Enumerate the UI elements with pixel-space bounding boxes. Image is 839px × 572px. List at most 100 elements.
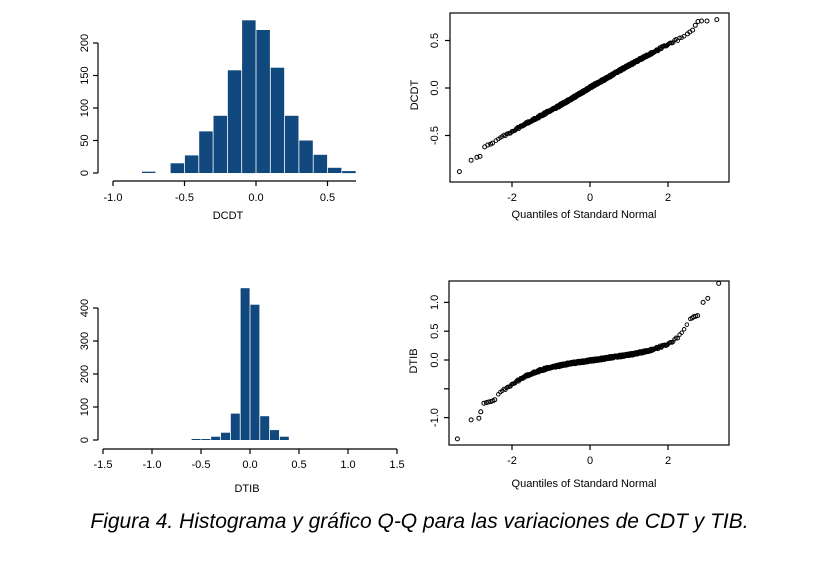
x-tick-label: 1.5 [389, 459, 404, 471]
x-tick-label: 0.0 [242, 459, 257, 471]
histogram-bar [170, 163, 185, 174]
y-tick-label: 200 [79, 365, 91, 383]
plot-box [448, 280, 730, 446]
histogram-bar [327, 167, 342, 173]
qq-outlier-point [468, 157, 474, 163]
x-tick-label: -2 [507, 192, 517, 204]
y-tick-label: 0.5 [429, 33, 441, 48]
y-tick-label: 300 [79, 332, 91, 350]
qq-outlier-point [483, 400, 489, 406]
qq-outlier-point [486, 399, 492, 405]
x-axis-title: Quantiles of Standard Normal [512, 209, 657, 221]
x-axis-title: DCDT [213, 210, 244, 222]
y-tick-label: 1.0 [429, 295, 441, 310]
x-tick-label: 2 [665, 192, 671, 204]
y-tick-label: 50 [79, 134, 91, 146]
histogram-bar [227, 70, 242, 173]
y-axis-title: DCDT [409, 79, 421, 110]
histogram-bar [211, 436, 221, 440]
x-tick-label: -2 [507, 455, 517, 467]
y-tick-label: 150 [79, 66, 91, 84]
qq-outlier-point [490, 140, 495, 146]
histogram-bar [201, 439, 211, 440]
x-axis-title: DTIB [234, 483, 259, 495]
qqplot-dtib-panel: -2 0 2 1.0 0.5 0.0 -1.0 Quantiles of Standard N… [408, 280, 730, 490]
qq-outlier-point [492, 397, 498, 403]
histogram-bar [191, 439, 201, 440]
histogram-bar [279, 436, 289, 440]
y-tick-label: 0.0 [429, 352, 441, 367]
y-tick-label: -0.5 [429, 126, 441, 145]
histogram-bar [142, 171, 156, 173]
y-tick-label: 100 [79, 99, 91, 117]
qq-outlier-point [692, 22, 698, 28]
x-tick-label: -0.5 [175, 192, 194, 204]
y-tick-label: 200 [79, 34, 91, 52]
qq-outlier-point [468, 417, 474, 423]
histogram-bar [199, 131, 213, 173]
qq-outlier-point [454, 436, 460, 442]
y-tick-label: 400 [79, 299, 91, 317]
qq-outlier-point [716, 280, 722, 286]
histogram-bar [242, 20, 256, 174]
qq-outlier-point [690, 27, 696, 33]
histogram-bar [240, 288, 250, 440]
x-tick-label: -1.5 [94, 459, 113, 471]
x-tick-label: 2 [665, 455, 671, 467]
plot-box [449, 12, 730, 183]
y-tick-label: -1.0 [429, 408, 441, 427]
histogram-bar [342, 171, 356, 174]
qq-outlier-point [481, 400, 487, 406]
x-tick-label: 0.0 [248, 192, 263, 204]
x-axis-title: Quantiles of Standard Normal [512, 478, 657, 490]
qqplot-dcdt-panel: -2 0 2 0.5 0.0 -0.5 Quantiles of Standard Norm… [409, 12, 730, 221]
histogram-dcdt-panel: 0 50 100 150 200 -1.0 -0.5 0.0 0.5 DCDT [79, 20, 356, 222]
histogram-bar [221, 432, 230, 440]
histogram-bar [260, 416, 270, 440]
qq-outlier-point [456, 169, 462, 175]
y-tick-label: 0.0 [429, 80, 441, 95]
qq-point [496, 392, 501, 397]
qq-outlier-point [705, 295, 711, 301]
x-tick-label: 1.0 [340, 459, 355, 471]
y-tick-label: 0 [79, 170, 91, 176]
qq-outlier-point [474, 154, 480, 160]
qq-point [684, 322, 690, 327]
qq-point [681, 33, 687, 39]
x-tick-label: 0.5 [320, 192, 335, 204]
qq-point [679, 330, 684, 335]
y-tick-label: 0.5 [429, 324, 441, 339]
histogram-bar [285, 115, 299, 173]
histogram-bar [184, 155, 199, 173]
x-tick-label: -1.0 [104, 192, 123, 204]
qq-outlier-point [478, 409, 484, 415]
x-tick-label: 0 [587, 192, 593, 204]
histogram-bar [256, 30, 270, 173]
x-tick-label: 0 [587, 455, 593, 467]
y-axis-title: DTIB [408, 348, 420, 373]
qq-point [681, 327, 687, 332]
qq-outlier-point [704, 18, 710, 24]
y-tick-label: 100 [79, 398, 91, 416]
histogram-bar [299, 140, 313, 173]
histogram-bar [270, 430, 279, 440]
qq-outlier-point [695, 313, 701, 319]
figure-caption: Figura 4. Histograma y gráfico Q-Q para … [90, 510, 749, 533]
x-tick-label: -1.0 [143, 459, 162, 471]
histogram-bar [250, 304, 260, 440]
qq-point [677, 35, 682, 41]
qq-outlier-point [477, 153, 483, 159]
qq-outlier-point [700, 299, 706, 305]
qq-outlier-point [714, 17, 720, 23]
histogram-bar [213, 115, 227, 173]
x-tick-label: 0.5 [291, 459, 306, 471]
histogram-bar [270, 67, 285, 173]
histogram-dtib-panel: 0 100 200 300 400 -1.5 -1.0 -0.5 0.0 0.5 1.0 1.5 DTI… [79, 288, 405, 495]
y-tick-label: 0 [79, 437, 91, 443]
qq-point [675, 336, 681, 341]
qq-outlier-point [699, 18, 704, 24]
histogram-bar [313, 154, 328, 173]
qq-outlier-point [485, 142, 491, 148]
